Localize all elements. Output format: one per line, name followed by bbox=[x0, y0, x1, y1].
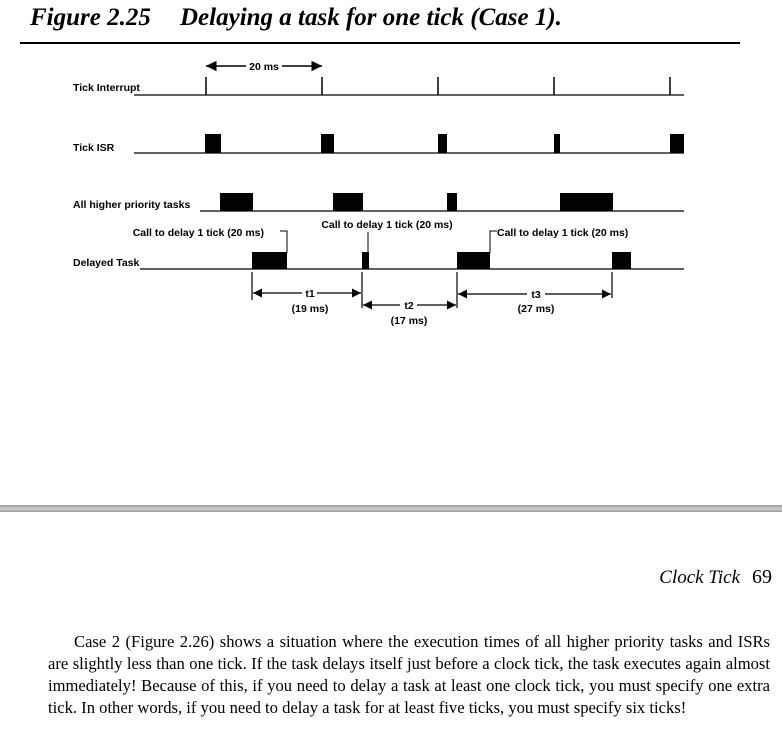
delayed-block bbox=[457, 252, 490, 269]
tick-isr-blocks bbox=[205, 134, 684, 153]
tick-marks bbox=[205, 77, 671, 95]
figure-caption: Delaying a task for one tick (Case 1). bbox=[180, 4, 562, 31]
figure-number: Figure 2.25 bbox=[30, 4, 151, 31]
isr-block bbox=[670, 134, 684, 153]
delayed-block bbox=[252, 252, 287, 269]
isr-block bbox=[205, 134, 221, 153]
running-head-label: Clock Tick bbox=[659, 567, 740, 588]
row-label-delayed-task: Delayed Task bbox=[73, 257, 140, 269]
delayed-task-blocks bbox=[252, 252, 631, 269]
period-label: 20 ms bbox=[249, 61, 279, 73]
row-label-higher-tasks: All higher priority tasks bbox=[73, 199, 190, 211]
task-block bbox=[220, 193, 253, 211]
task-block bbox=[560, 193, 613, 211]
timing-diagram: 20 ms Tick Interrupt Tick ISR All higher… bbox=[73, 60, 684, 327]
call-leader-3 bbox=[489, 230, 497, 253]
row-label-tick-isr: Tick ISR bbox=[73, 142, 115, 154]
isr-block bbox=[438, 134, 447, 153]
isr-block bbox=[554, 134, 560, 153]
call-label-1: Call to delay 1 tick (20 ms) bbox=[133, 227, 264, 239]
figure-title: Figure 2.25 Delaying a task for one tick … bbox=[30, 4, 562, 32]
higher-task-blocks bbox=[220, 193, 613, 211]
row-label-tick-interrupt: Tick Interrupt bbox=[73, 82, 140, 94]
isr-block bbox=[321, 134, 334, 153]
running-head: Clock Tick 69 bbox=[659, 566, 772, 589]
task-block bbox=[333, 193, 363, 211]
t2-label: t2 bbox=[404, 300, 413, 312]
t3-value: (27 ms) bbox=[518, 303, 555, 315]
body-paragraph: Case 2 (Figure 2.26) shows a situation w… bbox=[48, 632, 770, 717]
t1-label: t1 bbox=[305, 288, 314, 300]
title-rule bbox=[20, 42, 740, 44]
call-leader-1 bbox=[280, 230, 288, 253]
t2-value: (17 ms) bbox=[391, 315, 428, 327]
page-number: 69 bbox=[752, 566, 772, 588]
page-separator bbox=[0, 505, 782, 512]
interval-boundaries bbox=[251, 272, 613, 308]
call-label-3: Call to delay 1 tick (20 ms) bbox=[497, 227, 628, 239]
t1-value: (19 ms) bbox=[292, 303, 329, 315]
t3-label: t3 bbox=[531, 289, 540, 301]
delayed-block bbox=[612, 252, 631, 269]
delayed-block bbox=[362, 252, 369, 269]
call-label-2: Call to delay 1 tick (20 ms) bbox=[321, 219, 452, 231]
task-block bbox=[447, 193, 457, 211]
